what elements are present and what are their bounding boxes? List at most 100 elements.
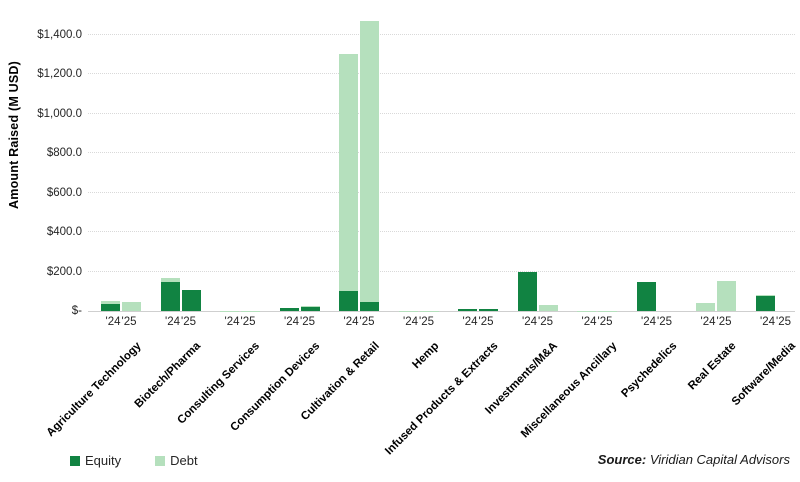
- legend-label: Debt: [170, 453, 198, 468]
- x-tick-year: '24: [760, 316, 775, 328]
- equity-segment: [360, 302, 379, 311]
- gridline: [88, 152, 795, 154]
- category-label: Consumption Devices: [228, 340, 322, 434]
- gridline: [88, 73, 795, 75]
- x-tick-year: '25: [478, 316, 494, 328]
- gridline: [88, 191, 795, 193]
- bar-pair: [458, 308, 498, 311]
- x-tick-year: '25: [419, 316, 434, 328]
- bar-pair: [755, 295, 796, 311]
- category-label: Investments/M&A: [483, 340, 560, 417]
- x-tick-year: '25: [181, 316, 196, 328]
- legend: Equity Debt: [70, 453, 198, 468]
- bar-pair: [339, 20, 379, 311]
- category-label: Miscellaneous Ancillary: [519, 340, 620, 441]
- equity-segment: [479, 309, 498, 311]
- x-tick-pair: '24'25: [278, 316, 322, 328]
- bar-25: [181, 290, 201, 311]
- x-tick-year: '24: [581, 316, 597, 328]
- x-tick-year: '24: [105, 316, 121, 328]
- debt-segment: [458, 308, 477, 310]
- x-tick-year: '25: [121, 316, 137, 328]
- bar-25: [300, 306, 320, 311]
- legend-item-debt: Debt: [155, 453, 198, 468]
- y-axis-tick-label: $1,200.0: [37, 68, 82, 81]
- debt-segment: [339, 54, 358, 292]
- x-tick-year: '24: [403, 316, 418, 328]
- equity-segment: [160, 282, 180, 311]
- y-axis-tick-labels: $- $200.0 $400.0 $600.0 $800.0 $1,000.0 $1,200…: [0, 11, 82, 317]
- y-axis-tick-label: $200.0: [46, 265, 82, 278]
- bar-25: [122, 302, 141, 311]
- x-tick-pair: '24'25: [575, 316, 619, 328]
- x-tick-year: '24: [224, 316, 240, 328]
- bar-24: [101, 301, 120, 311]
- bar-pair: [101, 301, 141, 311]
- x-tick-pair: '24'25: [397, 316, 441, 328]
- equity-segment: [339, 291, 358, 311]
- debt-segment: [755, 295, 775, 296]
- x-tick-pair: '24'25: [337, 316, 381, 328]
- x-tick-pair: '24'25: [516, 316, 560, 328]
- x-tick-year: '25: [300, 316, 315, 328]
- bar-24: [755, 295, 775, 311]
- equity-segment: [181, 290, 201, 311]
- bar-24: [339, 54, 358, 311]
- bar-25: [717, 281, 736, 311]
- bar-25: [360, 20, 379, 311]
- gridline: [88, 112, 795, 114]
- category-label: Psychedelics: [618, 340, 679, 401]
- bar-pair: [636, 282, 677, 311]
- y-axis-tick-label: $-: [71, 305, 82, 317]
- debt-segment: [696, 302, 715, 311]
- x-tick-pair: '24'25: [456, 316, 500, 328]
- y-axis-tick-label: $1,400.0: [37, 28, 82, 41]
- x-tick-year: '25: [597, 316, 613, 328]
- plot-area: [88, 11, 795, 312]
- x-tick-year: '24: [700, 316, 716, 328]
- x-tick-year: '25: [657, 316, 672, 328]
- x-tick-year: '24: [284, 316, 299, 328]
- debt-segment: [122, 302, 141, 311]
- gridline: [88, 33, 795, 35]
- category-label: Hemp: [409, 340, 441, 372]
- bar-pair: [160, 278, 201, 311]
- x-tick-year: '25: [359, 316, 375, 328]
- debt-segment: [517, 271, 537, 273]
- x-tick-year: '25: [240, 316, 256, 328]
- x-tick-year: '24: [522, 316, 537, 328]
- debt-segment: [300, 306, 320, 307]
- debt-segment: [538, 305, 558, 311]
- source-name: Viridian Capital Advisors: [646, 452, 790, 467]
- category-label: Agriculture Technology: [44, 340, 144, 440]
- source-credit: Source: Viridian Capital Advisors: [598, 452, 790, 467]
- x-tick-pair: '24'25: [754, 316, 798, 328]
- y-axis-tick-label: $600.0: [46, 186, 82, 199]
- y-axis-tick-label: $400.0: [46, 226, 82, 239]
- gridline: [88, 231, 795, 233]
- equity-segment: [458, 309, 477, 311]
- source-label: Source:: [597, 452, 647, 467]
- x-tick-year: '24: [462, 316, 478, 328]
- category-label: Biotech/Pharma: [132, 340, 203, 411]
- equity-segment: [279, 308, 299, 311]
- y-axis-tick-label: $800.0: [46, 147, 82, 160]
- category-label: Software/Media: [729, 340, 798, 409]
- bar-25: [538, 305, 558, 311]
- bar-24: [696, 302, 715, 311]
- equity-segment: [517, 272, 537, 311]
- x-tick-pair: '24'25: [159, 316, 203, 328]
- debt-segment: [360, 20, 379, 303]
- debt-segment: [717, 281, 736, 311]
- bar-pair: [696, 281, 736, 311]
- bar-24: [160, 278, 180, 311]
- x-axis-tick-labels: '24'25'24'25'24'25'24'25'24'25'24'25'24 '…: [88, 316, 795, 330]
- bar-24: [517, 271, 537, 311]
- legend-label: Equity: [85, 453, 122, 468]
- debt-segment: [101, 301, 120, 305]
- x-tick-pair: '24'25: [218, 316, 262, 328]
- x-tick-year: '25: [716, 316, 732, 328]
- debt-segment: [160, 278, 180, 283]
- legend-item-equity: Equity: [70, 453, 121, 468]
